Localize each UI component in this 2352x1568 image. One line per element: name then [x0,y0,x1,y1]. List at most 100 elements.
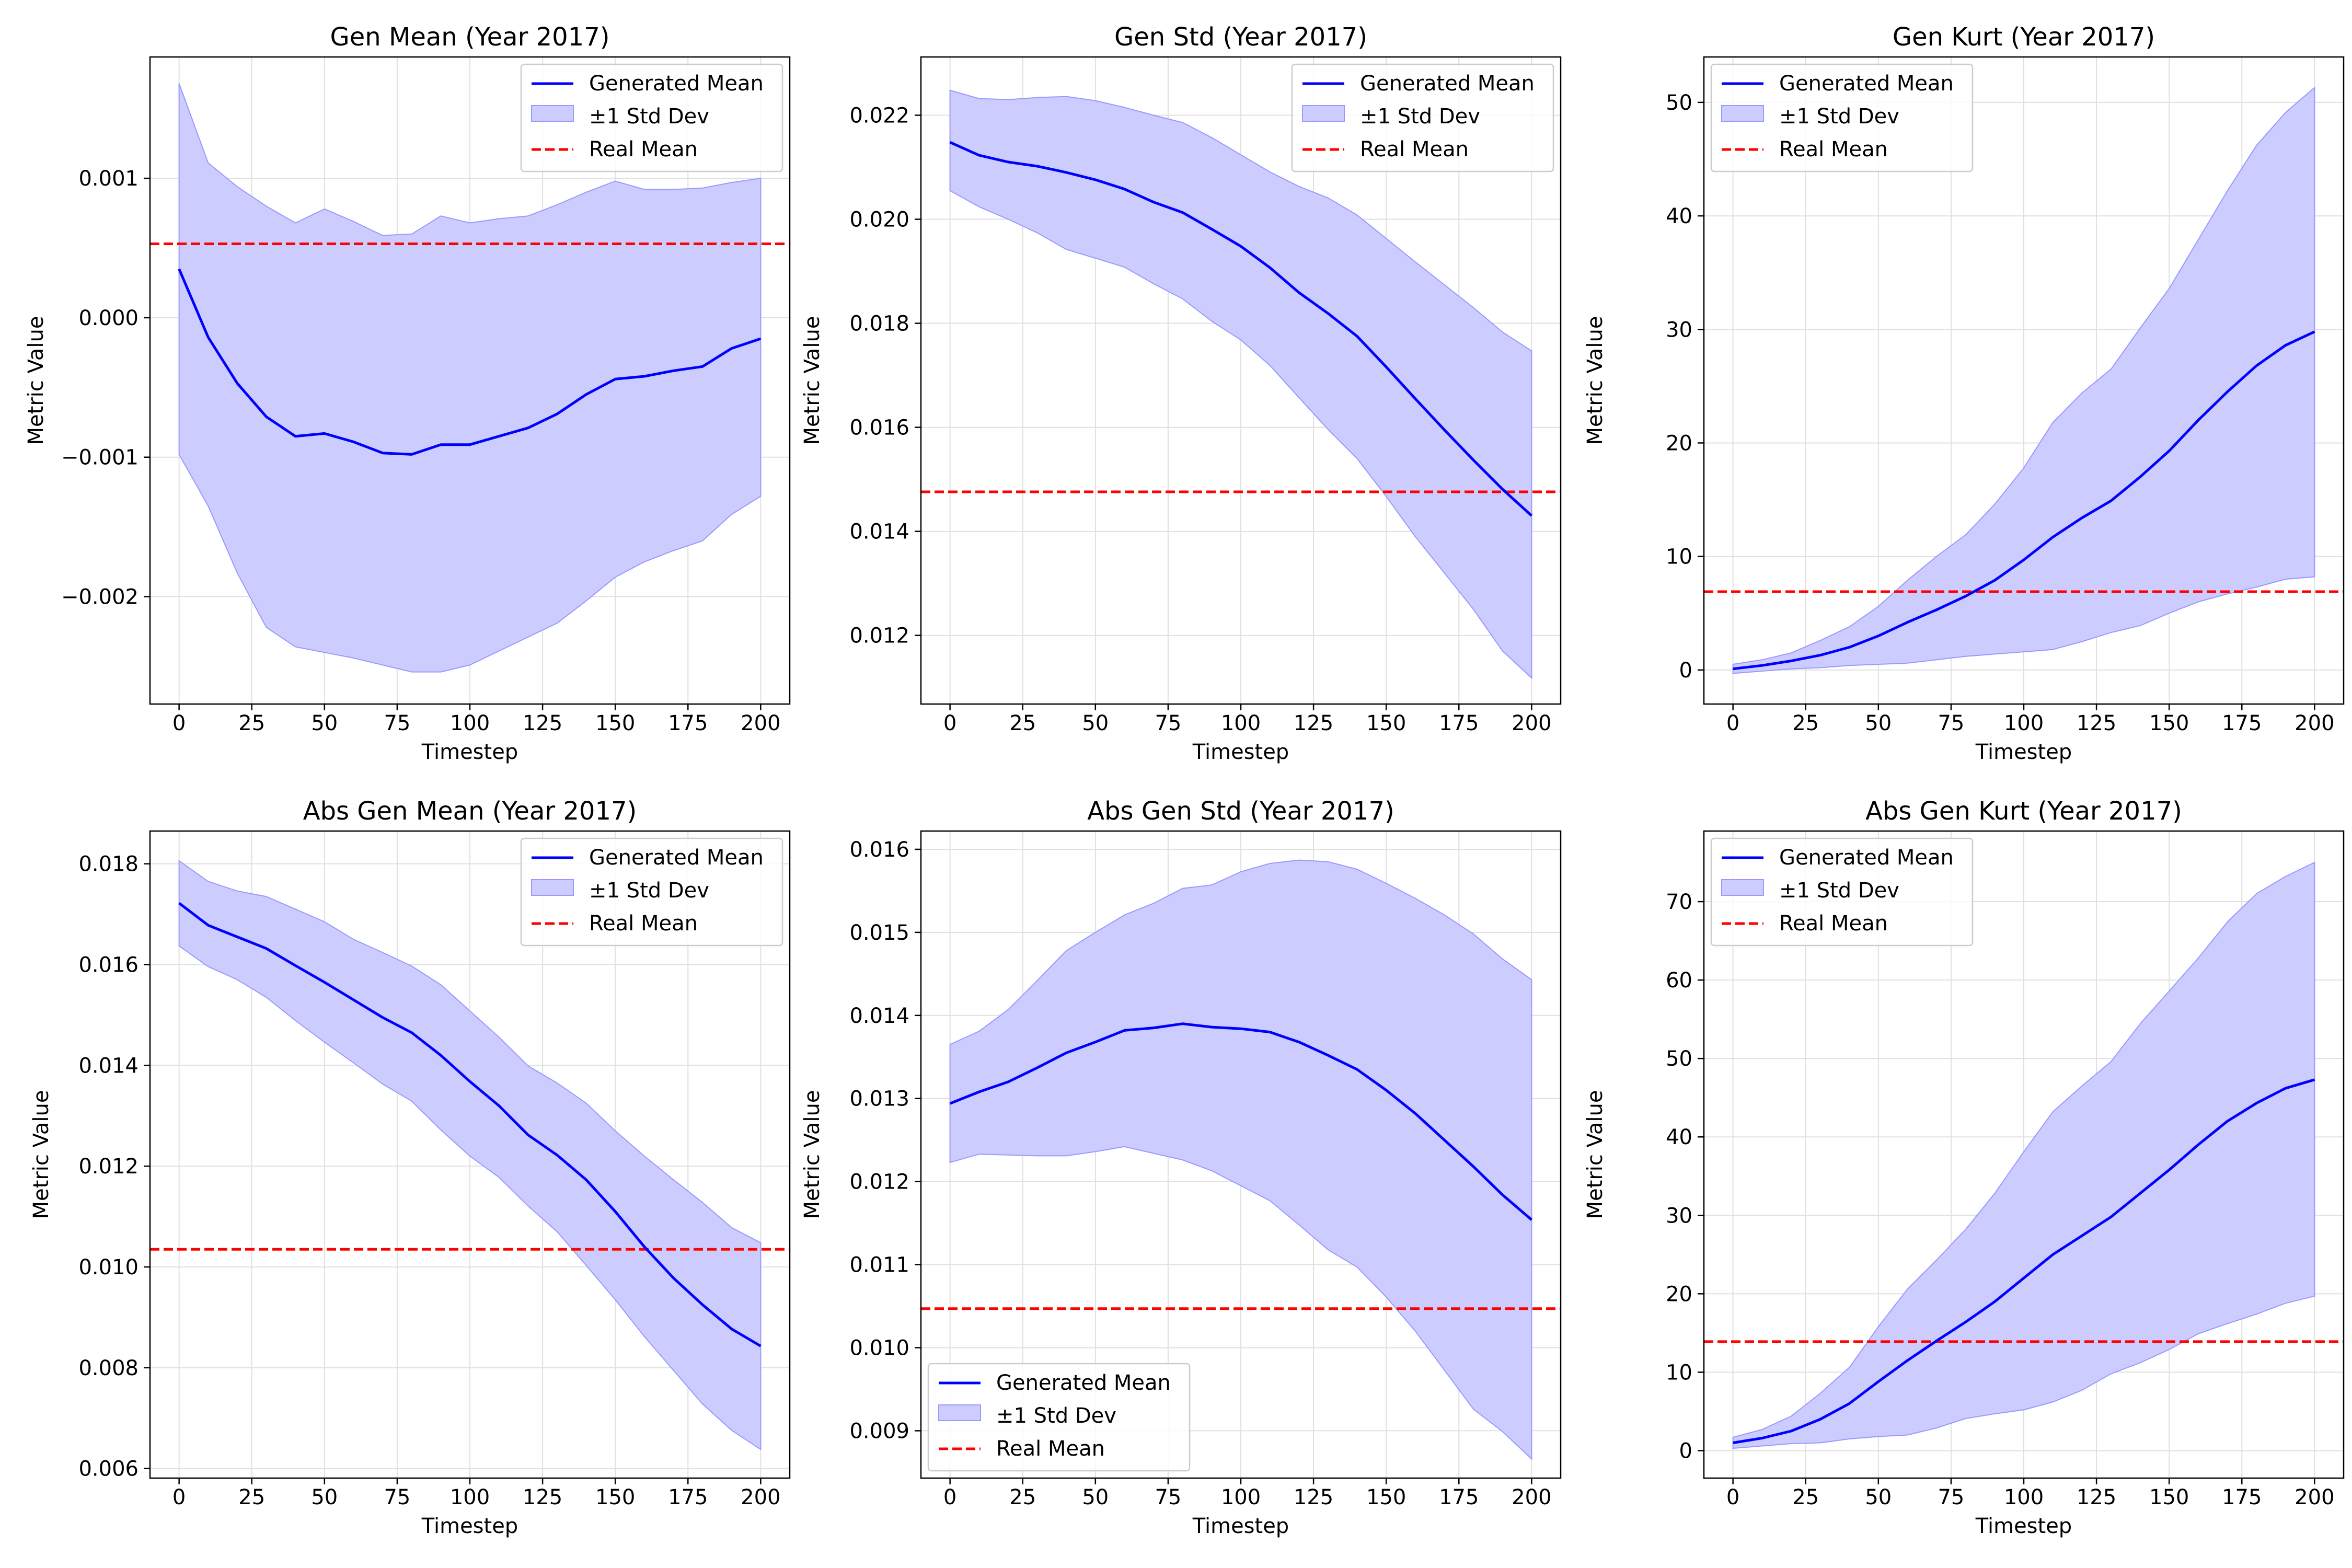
chart-title: Gen Kurt (Year 2017) [1893,22,2155,52]
x-tick-label: 0 [943,711,956,735]
legend: Generated Mean ±1 Std Dev Real Mean [1710,63,1974,172]
std-dev-band [178,859,762,1450]
legend-label: Generated Mean [996,1371,1171,1395]
x-tick-label: 175 [2222,1485,2262,1509]
plot-area [1704,861,2344,1449]
y-axis-label: Metric Value [1583,1090,1607,1219]
y-tick-label: −0.001 [61,446,139,470]
x-tick-label: 75 [1938,711,1964,735]
y-tick-label: 0.022 [849,103,909,128]
y-tick-label: 0.012 [849,624,909,648]
x-tick-label: 100 [2004,1485,2044,1509]
y-tick-label: 10 [1666,545,1692,569]
y-tick-label: 0.016 [849,838,909,862]
legend-band-swatch [1721,105,1764,122]
legend-label: Generated Mean [589,846,764,870]
y-tick-label: 50 [1666,91,1692,115]
x-tick-label: 25 [1009,1485,1036,1509]
generated-mean-line [949,141,1533,517]
y-tick-label: 50 [1666,1047,1692,1071]
y-tick-label: 0.014 [78,1054,139,1078]
subplot-6: 0 25 50 75 100 125 150 175 200 0 10 20 30 40 50 60 70 Abs… [1583,797,2345,1538]
legend: Generated Mean ±1 Std Dev Real Mean [1710,837,1974,947]
legend-band-swatch [1721,879,1764,896]
y-tick-label: 0.008 [78,1356,139,1380]
generated-mean-line [178,902,762,1347]
x-tick-label: 25 [1792,1485,1819,1509]
legend-label: Generated Mean [589,72,764,96]
y-tick-label: 0.010 [78,1255,139,1279]
x-tick-label: 25 [238,711,265,735]
y-tick-label: 0.009 [849,1419,909,1443]
x-tick-label: 150 [595,1485,635,1509]
y-axis-label: Metric Value [24,316,48,445]
x-tick-label: 100 [1221,1485,1261,1509]
x-tick-label: 200 [741,1485,780,1509]
subplot-3: 0 25 50 75 100 125 150 175 200 0 10 20 30 40 50 Gen Kur… [1583,22,2345,764]
chart-title: Abs Gen Std (Year 2017) [1087,797,1394,826]
x-tick-label: 75 [1938,1485,1964,1509]
legend: Generated Mean ±1 Std Dev Real Mean [520,837,783,947]
y-tick-label: 0.001 [78,167,139,191]
subplot-2: 0 25 50 75 100 125 150 175 200 0.012 0.014 0.016 0.0… [800,22,1562,764]
x-tick-label: 0 [943,1485,956,1509]
std-dev-band [949,859,1532,1460]
y-tick-label: 0.010 [849,1336,909,1360]
y-tick-label: 40 [1666,204,1692,228]
subplot-4: 0 25 50 75 100 125 150 175 200 0.006 0.008 0.010 0.0… [29,797,791,1538]
x-tick-label: 200 [2295,1485,2334,1509]
x-tick-label: 125 [2077,711,2116,735]
std-dev-band [178,83,762,673]
x-tick-label: 200 [2295,711,2334,735]
generated-mean-line [1733,1078,2315,1444]
x-tick-label: 100 [450,711,490,735]
legend-label: ±1 Std Dev [1779,105,1899,129]
y-tick-label: 30 [1666,1204,1692,1228]
legend-label: ±1 Std Dev [589,879,709,903]
legend-label: ±1 Std Dev [589,105,709,129]
x-tick-label: 150 [1366,711,1406,735]
x-tick-label: 125 [1294,711,1333,735]
legend-label: ±1 Std Dev [1779,879,1899,903]
x-tick-label: 175 [2222,711,2262,735]
y-tick-label: 0 [1679,1439,1692,1463]
legend-label: Real Mean [1779,137,1888,162]
plot-area [1704,86,2344,674]
y-tick-label: 0.018 [78,852,139,877]
x-axis-label: Timestep [1192,1514,1289,1538]
x-tick-label: 75 [1155,1485,1181,1509]
x-axis-label: Timestep [421,1514,518,1538]
y-tick-label: 0.011 [849,1253,909,1277]
y-tick-label: 70 [1666,890,1692,914]
y-tick-label: 0.020 [849,207,909,232]
plot-area [921,89,1561,679]
x-tick-label: 0 [172,711,186,735]
legend-box [1710,63,1974,172]
x-tick-label: 50 [311,711,338,735]
legend-band-swatch [531,879,574,896]
y-axis-label: Metric Value [800,316,824,445]
subplot-5: 0 25 50 75 100 125 150 175 200 0.009 0.010 0.011 0.0… [800,797,1562,1538]
generated-mean-line [1733,330,2315,671]
x-tick-label: 100 [450,1485,490,1509]
y-tick-label: 20 [1666,1282,1692,1306]
x-tick-label: 50 [1865,711,1892,735]
x-tick-label: 75 [384,1485,410,1509]
legend-box [520,837,783,947]
std-dev-band [949,89,1532,679]
y-tick-label: 0.012 [849,1170,909,1194]
std-dev-band [1732,86,2315,674]
x-tick-label: 200 [741,711,780,735]
x-axis-label: Timestep [1975,1514,2072,1538]
y-tick-label: −0.002 [61,585,139,609]
y-axis-label: Metric Value [29,1090,53,1219]
legend-box [927,1363,1191,1472]
x-tick-label: 175 [1439,1485,1479,1509]
y-axis-label: Metric Value [1583,316,1607,445]
legend-band-swatch [1302,105,1345,122]
x-tick-label: 200 [1512,711,1551,735]
legend: Generated Mean ±1 Std Dev Real Mean [1291,63,1554,172]
x-tick-label: 50 [311,1485,338,1509]
generated-mean-line [949,1022,1533,1221]
chart-title: Gen Mean (Year 2017) [330,22,610,52]
